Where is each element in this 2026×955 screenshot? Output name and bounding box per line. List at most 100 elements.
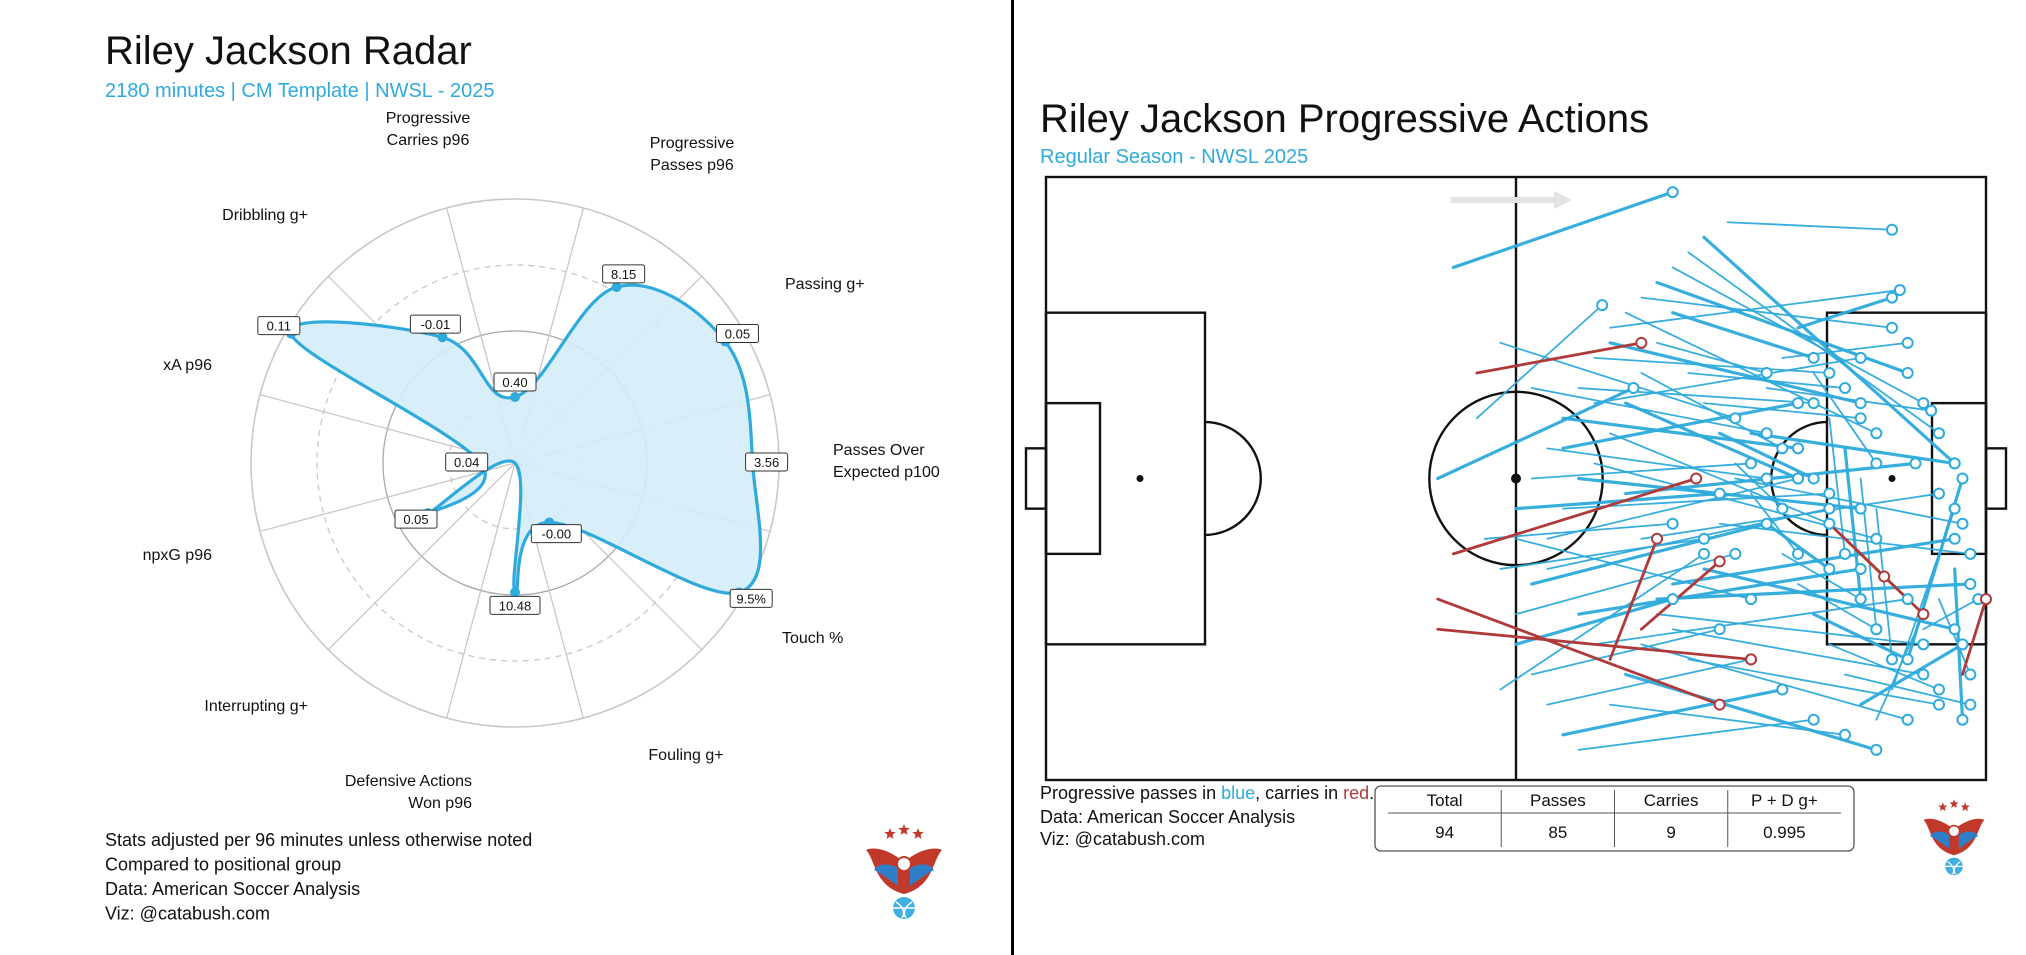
pass-end-point (1901, 366, 1914, 379)
pass-end-point (1807, 351, 1820, 364)
pass-line (1797, 583, 1878, 631)
radar-point (437, 332, 448, 343)
radar-axis-label: Passes Over Expected p100 (833, 442, 940, 481)
pitch-data-credit: Data: American Soccer Analysis (1040, 807, 1295, 827)
radar-value-box (493, 372, 537, 392)
pass-line (1624, 672, 1878, 752)
logo-ball-seams (893, 901, 915, 919)
radar-axis-label-line: npxG p96 (143, 547, 212, 564)
radar-axis-label: Progressive Passes p96 (650, 135, 735, 174)
radar-footnote: Data: American Soccer Analysis (105, 879, 360, 899)
summary-header: Passes (1530, 791, 1586, 810)
radar-subtitle: 2180 minutes | CM Template | NWSL - 2025 (105, 80, 494, 102)
pass-line (1781, 552, 1862, 600)
pass-line (1875, 507, 1893, 661)
pass-line (1749, 431, 1957, 466)
pass-end-point (1886, 321, 1898, 334)
carry-line (1436, 627, 1753, 661)
pass-end-point (1745, 457, 1757, 470)
carry-end-point (1635, 336, 1648, 349)
pass-end-point (1596, 299, 1609, 312)
pass-line (1734, 462, 1784, 510)
pass-line (1530, 522, 1769, 586)
pass-end-point (1776, 683, 1789, 696)
legend-text: Progressive passes in blue, carries in r… (1040, 783, 1374, 803)
pass-line (1499, 537, 1705, 570)
radar-value-text: 0.05 (725, 327, 750, 342)
pass-end-point (1760, 517, 1773, 530)
carry-line (1451, 477, 1698, 556)
pass-end-point (1854, 562, 1867, 575)
pass-end-point (1948, 457, 1961, 470)
radar-spoke (327, 462, 516, 651)
radar-value-text: 8.15 (611, 267, 636, 282)
pass-end-point (1925, 404, 1938, 417)
logo-star (884, 828, 896, 839)
radar-value-label: 8.15 (602, 264, 646, 284)
pass-end-point (1893, 284, 1906, 297)
radar-axis-label: Passing g+ (785, 276, 865, 293)
radar-value-label: 0.40 (493, 372, 537, 392)
radar-axis-label-line: Interrupting g+ (204, 698, 308, 715)
logo-wing-inner-right (1958, 831, 1978, 849)
radar-axis-label-line: Progressive (650, 135, 735, 152)
pass-end-point (1886, 291, 1898, 304)
radar-point (510, 587, 520, 598)
legend-blue: blue (1221, 783, 1255, 803)
pass-end-point (1964, 578, 1977, 591)
pass-end-point (1933, 698, 1945, 711)
legend-mid: , carries in (1255, 783, 1343, 803)
pass-end-point (1760, 427, 1773, 440)
radar-axis-label-line: Passing g+ (785, 276, 865, 293)
radar-axis-label: xA p96 (163, 357, 212, 374)
pass-end-point (1807, 472, 1820, 485)
panel-divider (1011, 0, 1014, 955)
radar-axis-label-line: Carries p96 (387, 132, 470, 149)
pass-line (1702, 567, 1957, 631)
carry-end-point (1878, 570, 1891, 583)
pass-line (1608, 341, 1863, 405)
logo-star (1949, 799, 1959, 808)
pass-line (1483, 522, 1674, 540)
pass-line (1451, 190, 1675, 270)
summary-value: 85 (1548, 823, 1567, 842)
pass-end-point (1964, 698, 1977, 711)
logo-star (1960, 802, 1970, 812)
pass-end-point (1839, 382, 1851, 395)
radar-value-box (745, 452, 789, 472)
pass-end-point (1854, 593, 1867, 606)
pass-end-point (1776, 442, 1789, 455)
radar-axis-label: Defensive Actions Won p96 (345, 773, 472, 812)
radar-value-text: 10.48 (499, 598, 532, 613)
pass-line (1828, 417, 1846, 555)
pass-line (1640, 643, 1909, 721)
carry-end-point (1917, 608, 1930, 621)
radar-value-box (602, 264, 646, 284)
pass-end-point (1901, 593, 1914, 606)
radar-value-text: 0.40 (502, 375, 527, 390)
pass-end-point (1839, 728, 1851, 741)
pass-line (1671, 537, 1957, 586)
radar-axis-label-line: Expected p100 (833, 464, 940, 481)
pass-line (1593, 356, 1831, 374)
pass-end-point (1901, 653, 1914, 666)
pitch-viz-credit: Viz: @catabush.com (1040, 829, 1205, 849)
pass-end-point (1666, 186, 1679, 199)
carry-end-point (1651, 532, 1663, 545)
pass-end-point (1698, 547, 1710, 560)
carry-line (1961, 597, 1988, 676)
pass-line (1436, 386, 1636, 481)
pass-end-point (1823, 502, 1836, 515)
legend-post: . (1369, 783, 1374, 803)
radar-point (611, 281, 622, 292)
pass-line (1922, 598, 1980, 631)
summary-value: 9 (1666, 823, 1675, 842)
pass-end-point (1823, 487, 1836, 500)
carry-end-point (1713, 698, 1726, 711)
radar-axis-label: Progressive Carries p96 (386, 110, 471, 149)
radar-axis-label: Touch % (782, 630, 843, 647)
right-penalty-spot (1888, 475, 1896, 482)
summary-header: P + D g+ (1751, 791, 1818, 810)
pass-line (1577, 718, 1815, 751)
pass-end-point (1792, 397, 1804, 410)
